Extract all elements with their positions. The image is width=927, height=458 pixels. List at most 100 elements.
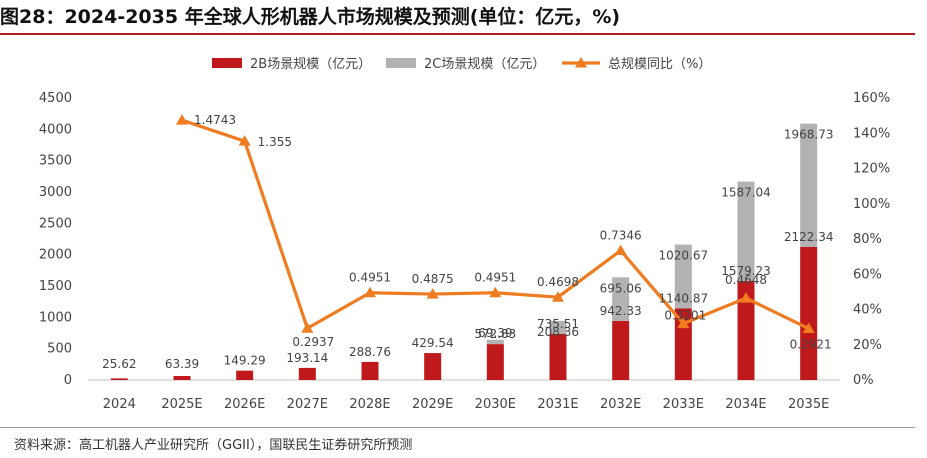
yoy-marker <box>364 286 376 298</box>
right-axis-tick: 140% <box>853 126 890 141</box>
yoy-marker <box>238 135 251 146</box>
chart-title: 图28：2024-2035 年全球人形机器人市场规模及预测(单位：亿元，%) <box>0 6 621 28</box>
yoy-line <box>181 118 810 330</box>
right-axis-tick: 60% <box>853 267 882 282</box>
x-axis-tick: 2033E <box>663 397 704 412</box>
bar-2b <box>737 281 755 380</box>
x-axis-tick: 2034E <box>725 397 766 412</box>
right-axis-tick: 40% <box>853 303 882 318</box>
bar-2b-label: 149.29 <box>224 354 266 368</box>
yoy-label: 0.7346 <box>600 229 642 243</box>
title-divider <box>0 33 915 35</box>
yoy-label: 0.4951 <box>349 271 391 285</box>
right-axis-tick: 0% <box>853 373 874 388</box>
yoy-marker <box>489 286 502 298</box>
legend-label-2c: 2C场景规模（亿元） <box>424 57 545 72</box>
bar-2b <box>361 361 379 380</box>
right-axis-tick: 160% <box>853 91 890 106</box>
yoy-marker <box>614 244 627 256</box>
bar-2b <box>236 370 254 380</box>
x-axis-tick: 2030E <box>475 397 516 412</box>
bar-2b <box>612 320 630 380</box>
x-axis-tick: 2031E <box>537 397 578 412</box>
bar-2b-label: 1579.23 <box>721 264 771 278</box>
yoy-marker <box>552 291 564 302</box>
legend-label-yoy: 总规模同比（%） <box>608 57 711 72</box>
bar-2c-label: 695.06 <box>600 281 642 295</box>
left-axis-tick: 4000 <box>39 122 72 137</box>
yoy-marker <box>740 292 752 303</box>
bar-2b-label: 429.54 <box>412 336 454 350</box>
legend-label-2b: 2B场景规模（亿元） <box>250 57 371 72</box>
bar-2c-label: 69.39 <box>478 326 512 340</box>
yoy-label: 0.3201 <box>664 309 706 323</box>
right-axis-tick: 20% <box>853 338 882 353</box>
bar-2b-label: 735.51 <box>537 317 579 331</box>
bar-2c <box>800 123 818 248</box>
bar-2b <box>110 378 128 380</box>
left-axis-tick: 2000 <box>39 248 72 263</box>
yoy-label: 0.4698 <box>537 275 579 289</box>
left-axis-tick: 1500 <box>39 279 72 294</box>
yoy-label: 0.2937 <box>292 335 334 349</box>
yoy-marker <box>301 322 314 333</box>
x-axis-tick: 2035E <box>788 397 829 412</box>
source-note: 资料来源：高工机器人产业研究所（GGII），国联民生证券研究所预测 <box>14 438 413 453</box>
bar-2b <box>486 344 504 380</box>
bar-2c-label: 1587.04 <box>721 186 771 200</box>
yoy-marker <box>802 322 815 334</box>
legend-marker-yoy <box>575 57 587 68</box>
right-axis-tick: 100% <box>853 197 890 212</box>
yoy-label: 1.4743 <box>194 113 236 127</box>
bar-2b-label: 942.33 <box>600 304 642 318</box>
yoy-label: 0.4648 <box>725 273 767 287</box>
combo-chart: 0 500 1000 1500 2000 2500 3000 3500 4000 4500 0% 20… <box>39 57 890 412</box>
left-axis-tick: 3500 <box>39 154 72 169</box>
bar-2c <box>486 339 504 345</box>
left-axis-tick: 1000 <box>39 310 72 325</box>
legend-swatch-2b <box>212 58 242 68</box>
bar-2b <box>800 247 818 380</box>
bar-2c <box>549 320 567 334</box>
legend-swatch-2c <box>386 58 416 68</box>
x-axis-tick: 2024 <box>103 397 136 412</box>
bar-2b-label: 25.62 <box>102 357 136 371</box>
bar-2b-label: 1140.87 <box>659 292 709 306</box>
x-axis-tick: 2027E <box>287 397 328 412</box>
bar-2c <box>612 277 630 321</box>
bar-2c-label: 1968.73 <box>784 128 834 142</box>
yoy-label: 1.355 <box>258 135 292 149</box>
left-axis-tick: 0 <box>64 373 72 388</box>
yoy-marker <box>677 317 690 329</box>
bar-2b-label: 193.14 <box>286 351 328 365</box>
left-axis-tick: 2500 <box>39 216 72 231</box>
yoy-label: 0.2921 <box>790 338 832 352</box>
yoy-marker <box>426 288 439 299</box>
bar-2b <box>424 353 442 380</box>
bar-2b <box>549 333 567 380</box>
source-divider <box>0 427 915 428</box>
left-axis-tick: 500 <box>47 342 72 357</box>
x-axis-tick: 2029E <box>412 397 453 412</box>
x-axis-tick: 2026E <box>224 397 265 412</box>
bar-2b-label: 63.39 <box>165 357 199 371</box>
bar-2b-label: 572.83 <box>474 327 516 341</box>
x-axis-tick: 2032E <box>600 397 641 412</box>
bar-2c-label: 1020.67 <box>659 249 709 263</box>
right-axis-tick: 120% <box>853 162 890 177</box>
left-axis-tick: 3000 <box>39 185 72 200</box>
yoy-label: 0.4875 <box>412 272 454 286</box>
bar-2b <box>173 376 191 380</box>
bar-2b <box>298 367 316 380</box>
x-axis-tick: 2025E <box>161 397 202 412</box>
bar-2b-label: 2122.34 <box>784 230 834 244</box>
right-axis-tick: 80% <box>853 232 882 247</box>
bar-2c-label: 208.36 <box>537 325 579 339</box>
bar-2c <box>737 181 755 282</box>
yoy-label: 0.4951 <box>474 271 516 285</box>
bar-2b-label: 288.76 <box>349 345 391 359</box>
x-axis-tick: 2028E <box>349 397 390 412</box>
left-axis-tick: 4500 <box>39 91 72 106</box>
yoy-marker <box>176 114 188 125</box>
bar-2c <box>674 244 692 309</box>
